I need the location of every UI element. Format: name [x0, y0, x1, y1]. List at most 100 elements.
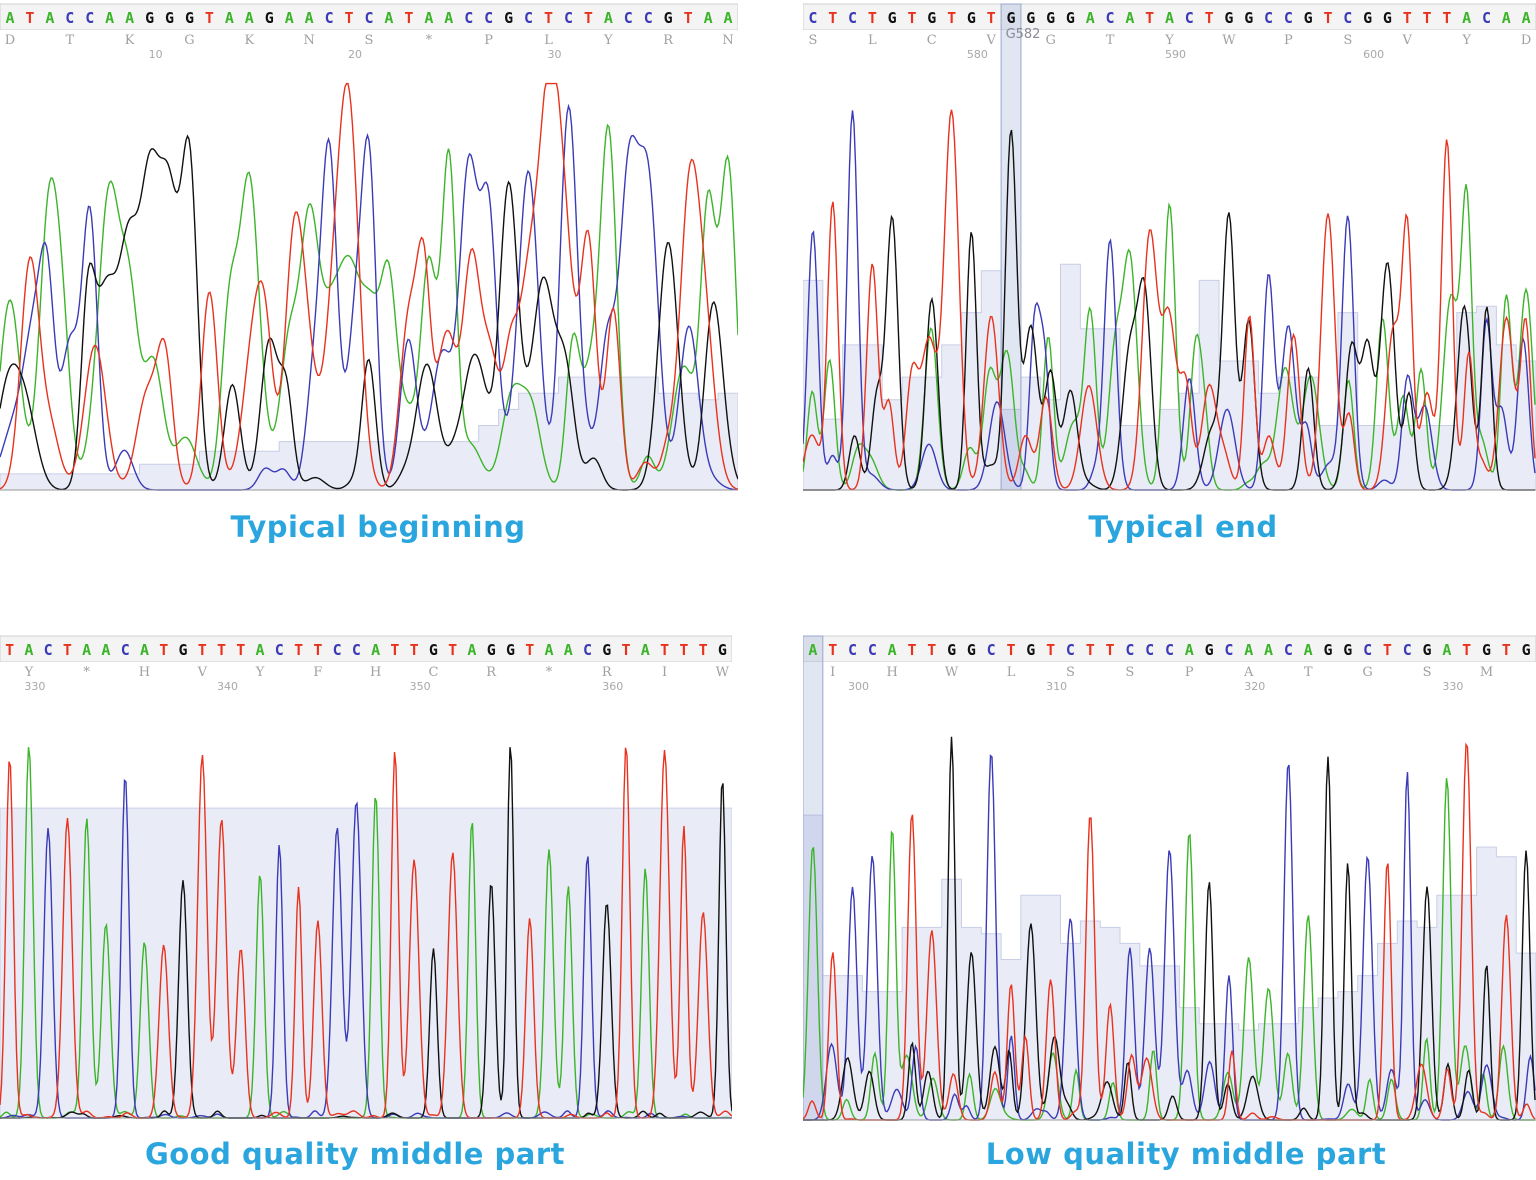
base-call[interactable]: C [564, 9, 573, 27]
base-call[interactable]: A [1244, 641, 1253, 659]
base-call[interactable]: T [410, 641, 419, 659]
base-call[interactable]: A [140, 641, 149, 659]
base-call[interactable]: T [947, 9, 956, 27]
base-call[interactable]: G [145, 9, 154, 27]
base-call[interactable]: A [45, 9, 54, 27]
base-call[interactable]: G [1205, 641, 1214, 659]
base-call[interactable]: A [604, 9, 613, 27]
base-call[interactable]: A [564, 641, 573, 659]
base-call[interactable]: T [987, 9, 996, 27]
base-call[interactable]: A [641, 641, 650, 659]
base-call[interactable]: T [63, 641, 72, 659]
base-call[interactable]: A [105, 9, 114, 27]
base-call[interactable]: C [987, 641, 996, 659]
base-call[interactable]: T [448, 641, 457, 659]
base-call[interactable]: T [1145, 9, 1154, 27]
base-call[interactable]: C [583, 641, 592, 659]
base-call[interactable]: C [1482, 9, 1491, 27]
base-call[interactable]: A [1165, 9, 1174, 27]
base-call[interactable]: C [1066, 641, 1075, 659]
base-call[interactable]: T [684, 9, 693, 27]
base-call[interactable]: T [1205, 9, 1214, 27]
base-call[interactable]: G [718, 641, 727, 659]
base-call[interactable]: G [1244, 9, 1253, 27]
base-call[interactable]: A [256, 641, 265, 659]
base-call[interactable]: G [504, 9, 513, 27]
base-call[interactable]: T [525, 641, 534, 659]
base-call[interactable]: C [85, 9, 94, 27]
base-call[interactable]: T [1323, 9, 1332, 27]
base-call[interactable]: C [65, 9, 74, 27]
base-call[interactable]: T [544, 9, 553, 27]
base-call[interactable]: A [808, 641, 817, 659]
base-call[interactable]: G [1026, 641, 1035, 659]
base-call[interactable]: T [622, 641, 631, 659]
base-call[interactable]: T [1046, 641, 1055, 659]
base-call[interactable]: T [5, 641, 14, 659]
base-call[interactable]: G [178, 641, 187, 659]
base-call[interactable]: G [1482, 641, 1491, 659]
base-call[interactable]: T [159, 641, 168, 659]
base-call[interactable]: G [1224, 9, 1233, 27]
base-call[interactable]: A [82, 641, 91, 659]
base-call[interactable]: T [1086, 641, 1095, 659]
base-call[interactable]: G [888, 9, 897, 27]
base-call[interactable]: A [444, 9, 453, 27]
base-call[interactable]: A [1086, 9, 1095, 27]
base-call[interactable]: G [1026, 9, 1035, 27]
base-call[interactable]: A [1185, 641, 1194, 659]
base-call[interactable]: T [25, 9, 34, 27]
base-call[interactable]: C [848, 641, 857, 659]
base-call[interactable]: T [1423, 9, 1432, 27]
base-call[interactable]: A [1462, 9, 1471, 27]
base-call[interactable]: C [1363, 641, 1372, 659]
base-call[interactable]: A [24, 641, 33, 659]
base-call[interactable]: T [198, 641, 207, 659]
base-call[interactable]: G [927, 9, 936, 27]
base-call[interactable]: G [1363, 9, 1372, 27]
base-call[interactable]: T [828, 9, 837, 27]
base-call[interactable]: G [185, 9, 194, 27]
base-call[interactable]: C [644, 9, 653, 27]
base-call[interactable]: C [868, 641, 877, 659]
base-call[interactable]: G [429, 641, 438, 659]
base-call[interactable]: A [1442, 641, 1451, 659]
selected-base-highlight[interactable] [1000, 3, 1022, 491]
base-call[interactable]: C [121, 641, 130, 659]
base-call[interactable]: T [294, 641, 303, 659]
base-call[interactable]: T [217, 641, 226, 659]
base-call[interactable]: G [664, 9, 673, 27]
base-call[interactable]: C [1284, 9, 1293, 27]
base-call[interactable]: C [1284, 641, 1293, 659]
base-call[interactable]: A [467, 641, 476, 659]
base-call[interactable]: G [1066, 9, 1075, 27]
base-call[interactable]: C [1224, 641, 1233, 659]
base-call[interactable]: C [1343, 9, 1352, 27]
base-call[interactable]: T [584, 9, 593, 27]
base-call[interactable]: A [424, 9, 433, 27]
base-call[interactable]: C [364, 9, 373, 27]
base-call[interactable]: C [524, 9, 533, 27]
base-call[interactable]: T [313, 641, 322, 659]
base-call[interactable]: T [1383, 641, 1392, 659]
base-call[interactable]: T [907, 641, 916, 659]
base-call[interactable]: A [225, 9, 234, 27]
base-call[interactable]: T [868, 9, 877, 27]
base-call[interactable]: C [624, 9, 633, 27]
base-call[interactable]: A [544, 641, 553, 659]
base-call[interactable]: C [325, 9, 334, 27]
base-call[interactable]: A [5, 9, 14, 27]
base-call[interactable]: A [101, 641, 110, 659]
base-call[interactable]: C [352, 641, 361, 659]
base-call[interactable]: G [1006, 9, 1015, 27]
base-call[interactable]: T [660, 641, 669, 659]
base-call[interactable]: C [1264, 9, 1273, 27]
base-call[interactable]: G [265, 9, 274, 27]
base-call[interactable]: G [1343, 641, 1352, 659]
base-call[interactable]: G [165, 9, 174, 27]
base-call[interactable]: A [1264, 641, 1273, 659]
base-call[interactable]: A [285, 9, 294, 27]
base-call[interactable]: A [1502, 9, 1511, 27]
base-call[interactable]: G [1423, 641, 1432, 659]
base-call[interactable]: A [125, 9, 134, 27]
